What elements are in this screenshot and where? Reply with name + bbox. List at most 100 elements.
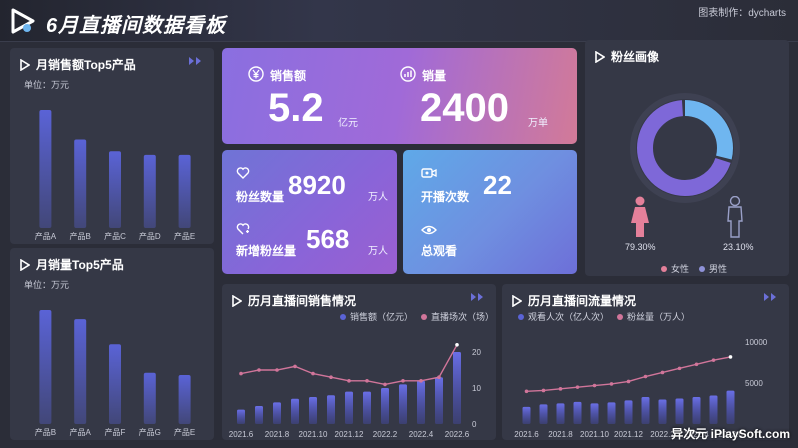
sales-kpi-card: 销售额 5.2 亿元 销量 2400 万单 bbox=[222, 48, 577, 144]
x-tick-label: 产品C bbox=[104, 231, 126, 241]
bar bbox=[255, 406, 263, 424]
panel-title: 历月直播间流量情况 bbox=[528, 294, 637, 308]
line-point bbox=[365, 379, 369, 383]
male-legend-label: 男性 bbox=[709, 264, 728, 274]
volume-unit: 万单 bbox=[528, 118, 548, 129]
bar bbox=[74, 319, 87, 424]
bar-legend-swatch bbox=[340, 313, 346, 320]
line-point bbox=[419, 379, 423, 383]
traffic-trend-panel: 历月直播间流量情况 观看人次（亿人次） 粉丝量（万人） 2021.6 2021.8… bbox=[502, 284, 789, 440]
line-point bbox=[455, 343, 459, 347]
y-tick-label: 0 bbox=[472, 420, 477, 429]
x-tick-label: 产品B bbox=[35, 427, 56, 437]
female-percent: 79.30% bbox=[625, 242, 656, 252]
line-point bbox=[677, 366, 682, 371]
female-legend-swatch bbox=[661, 265, 667, 272]
x-tick-label: 产品A bbox=[35, 231, 57, 241]
bar bbox=[143, 372, 156, 424]
new-fans-label: 新增粉丝量 bbox=[236, 244, 297, 258]
line-point bbox=[592, 383, 597, 388]
double-arrow-icon[interactable] bbox=[188, 57, 204, 65]
bar bbox=[291, 398, 299, 424]
panel-title: 粉丝画像 bbox=[611, 50, 660, 64]
x-tick-label: 2022.4 bbox=[409, 430, 434, 439]
donut-outer-ring bbox=[630, 93, 740, 203]
x-tick-label: 2021.8 bbox=[548, 430, 573, 439]
dashboard-title: 6月直播间数据看板 bbox=[46, 15, 227, 37]
bar bbox=[74, 139, 87, 228]
bar bbox=[273, 402, 281, 424]
x-tick-label: 2021.6 bbox=[514, 430, 539, 439]
line-point bbox=[311, 371, 315, 376]
play-icon bbox=[512, 294, 522, 307]
new-fans-unit: 万人 bbox=[368, 246, 388, 257]
donut-slice bbox=[637, 100, 733, 196]
bar bbox=[590, 403, 599, 424]
double-arrow-icon[interactable] bbox=[470, 293, 486, 301]
y-tick-label: 5000 bbox=[745, 379, 763, 388]
new-fans-value: 568 bbox=[306, 224, 350, 254]
fans-unit: 万人 bbox=[368, 192, 388, 203]
male-figure-icon bbox=[727, 196, 743, 238]
gender-legend: 女性 男性 bbox=[661, 262, 727, 275]
play-icon bbox=[232, 294, 242, 307]
x-tick-label: 2022.4 bbox=[684, 430, 709, 439]
sales-trend-panel: 历月直播间销售情况 销售额（亿元） 直播场次（场） 2021.6 2021.8 20… bbox=[222, 284, 496, 440]
series-line bbox=[240, 344, 458, 386]
unit-label: 单位：万元 bbox=[24, 280, 70, 290]
traffic-trend-chart: 2021.6 2021.8 2021.10 2021.12 2022.2 2022.4 20… bbox=[514, 338, 768, 439]
x-tick-label: 2021.12 bbox=[335, 430, 364, 439]
y-tick-label: 10000 bbox=[745, 338, 768, 347]
play-icon bbox=[20, 58, 30, 71]
sales-unit: 亿元 bbox=[338, 118, 358, 129]
sales-label: 销售额 bbox=[270, 69, 307, 83]
sales-trend-chart: 2021.6 2021.8 2021.10 2021.12 2022.2 2022.4 20… bbox=[229, 343, 481, 439]
sales-top5-chart: 产品A 产品B 产品C 产品D 产品E bbox=[35, 110, 195, 241]
x-tick-label: 产品E bbox=[174, 427, 195, 437]
bar bbox=[556, 403, 565, 424]
bar bbox=[624, 400, 633, 424]
sales-value: 5.2 bbox=[268, 86, 324, 130]
line-point bbox=[626, 379, 631, 384]
x-tick-label: 2022.2 bbox=[650, 430, 675, 439]
line-legend-swatch bbox=[421, 313, 428, 320]
line-point bbox=[643, 374, 648, 379]
x-tick-label: 产品B bbox=[70, 231, 91, 241]
bar bbox=[109, 344, 121, 424]
video-camera-icon bbox=[421, 168, 437, 178]
fan-profile-panel: 粉丝画像 79.30% 23.10% 女性 男性 bbox=[585, 40, 789, 276]
bar bbox=[675, 398, 684, 424]
watermark: 异次元 iPlaySoft.com bbox=[671, 427, 790, 441]
chart-credit: 图表制作：dycharts bbox=[698, 8, 786, 19]
eye-icon bbox=[421, 225, 437, 235]
bar bbox=[573, 401, 582, 424]
bar bbox=[309, 397, 317, 424]
bar bbox=[607, 402, 616, 424]
y-tick-label: 10 bbox=[472, 384, 481, 393]
line-point bbox=[524, 389, 529, 394]
x-tick-label: 2021.10 bbox=[299, 430, 328, 439]
bar bbox=[143, 154, 156, 228]
line-legend-label: 粉丝量（万人） bbox=[627, 312, 691, 322]
volume-top5-chart: 产品B 产品A 产品F 产品G 产品E bbox=[35, 310, 195, 437]
sales-trend-legend: 销售额（亿元） 直播场次（场） bbox=[340, 310, 494, 323]
x-tick-label: 产品F bbox=[105, 427, 126, 437]
volume-value: 2400 bbox=[420, 86, 509, 130]
streams-value: 22 bbox=[483, 170, 512, 200]
yen-icon bbox=[248, 66, 264, 82]
line-point bbox=[329, 375, 333, 379]
bar-legend-swatch bbox=[518, 313, 524, 320]
traffic-trend-legend: 观看人次（亿人次） 粉丝量（万人） bbox=[518, 310, 690, 323]
fans-label: 粉丝数量 bbox=[236, 190, 285, 204]
line-point bbox=[347, 379, 351, 383]
x-tick-label: 2021.6 bbox=[229, 430, 254, 439]
double-arrow-icon[interactable] bbox=[763, 293, 779, 301]
bar bbox=[692, 397, 701, 424]
x-tick-label: 2021.8 bbox=[265, 430, 290, 439]
bar bbox=[726, 390, 735, 424]
bar bbox=[237, 409, 245, 424]
line-point bbox=[383, 382, 387, 387]
fan-gender-donut bbox=[630, 93, 740, 203]
line-point bbox=[239, 371, 243, 376]
volume-label: 销量 bbox=[422, 69, 447, 83]
